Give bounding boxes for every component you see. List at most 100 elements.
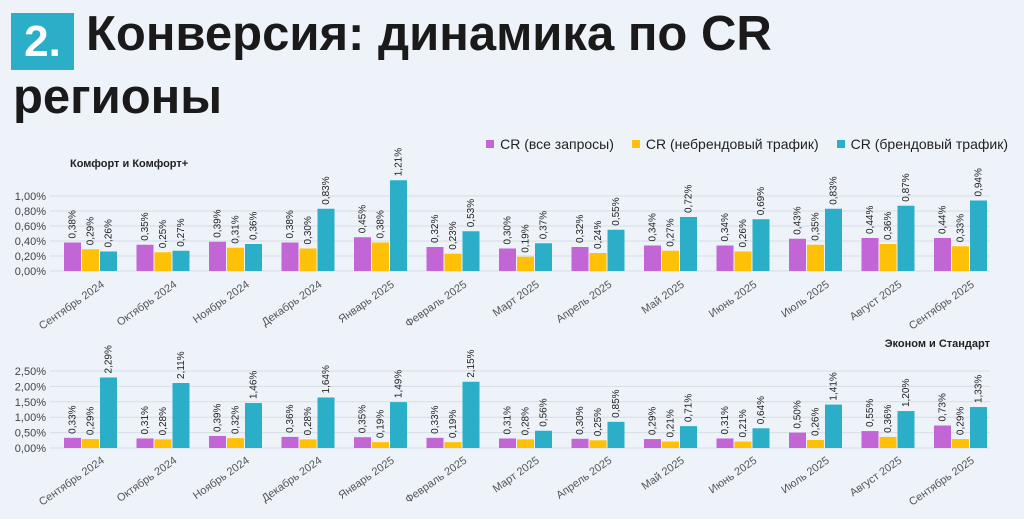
data-label: 0,53% <box>466 199 477 227</box>
data-label: 0,45% <box>358 205 369 233</box>
x-tick-label: Апрель 2025 <box>554 279 614 326</box>
bar <box>897 205 915 271</box>
bar <box>82 439 99 448</box>
y-tick-label: 2,50% <box>15 366 46 378</box>
data-label: 0,55% <box>611 197 622 225</box>
section-number: 2. <box>11 13 74 70</box>
data-label: 0,36% <box>285 404 296 432</box>
bar <box>879 436 897 448</box>
data-label: 0,29% <box>86 217 97 245</box>
bar <box>680 426 697 448</box>
data-label: 0,26% <box>738 219 749 247</box>
data-label: 0,31% <box>231 215 242 243</box>
data-label: 0,44% <box>938 206 949 234</box>
bar <box>607 229 625 271</box>
bar <box>227 247 244 271</box>
data-label: 0,55% <box>865 399 876 427</box>
bar <box>499 438 516 448</box>
y-tick-label: 1,00% <box>15 191 46 203</box>
x-tick-label: Август 2025 <box>848 279 905 324</box>
bar <box>607 421 625 448</box>
data-label: 0,39% <box>213 209 224 237</box>
x-tick-label: Июль 2025 <box>779 455 831 497</box>
data-label: 1,49% <box>394 370 405 398</box>
data-label: 0,43% <box>793 206 804 234</box>
x-tick-label: Июль 2025 <box>779 279 831 321</box>
bar <box>807 244 824 271</box>
chart-title-comfort: Комфорт и Комфорт+ <box>70 158 189 170</box>
data-label: 0,33% <box>68 405 79 433</box>
data-label: 0,38% <box>285 210 296 238</box>
x-tick-label: Февраль 2025 <box>403 455 469 506</box>
bar <box>789 432 806 448</box>
x-tick-label: Май 2025 <box>640 455 687 493</box>
bar <box>462 381 480 448</box>
x-tick-label: Апрель 2025 <box>554 455 614 502</box>
bar <box>535 430 552 448</box>
bar <box>372 442 389 448</box>
page-title-line2: регионы <box>13 70 223 124</box>
data-label: 0,27% <box>176 218 187 246</box>
bar <box>100 377 117 448</box>
data-label: 0,21% <box>738 409 749 437</box>
data-label: 0,32% <box>575 215 586 243</box>
data-label: 0,23% <box>448 221 459 249</box>
bar <box>100 251 117 271</box>
x-tick-label: Октябрь 2024 <box>115 455 179 505</box>
y-tick-label: 0,00% <box>15 443 46 455</box>
bar <box>245 403 262 448</box>
data-label: 2,29% <box>104 345 115 373</box>
x-tick-label: Январь 2025 <box>336 279 396 326</box>
bar <box>390 402 407 448</box>
bar <box>897 411 915 448</box>
bar <box>662 250 679 271</box>
bar <box>952 246 969 271</box>
data-label: 0,25% <box>593 408 604 436</box>
x-tick-label: Ноябрь 2024 <box>191 279 252 327</box>
data-label: 0,56% <box>539 398 550 426</box>
bar <box>462 231 480 271</box>
bar <box>499 248 516 271</box>
data-label: 0,36% <box>249 212 260 240</box>
data-label: 0,30% <box>303 216 314 244</box>
bar <box>444 253 462 271</box>
data-label: 0,31% <box>720 406 731 434</box>
data-label: 0,44% <box>865 206 876 234</box>
bar <box>227 438 244 448</box>
data-label: 0,33% <box>430 405 441 433</box>
x-tick-label: Сентябрь 2024 <box>37 455 107 509</box>
legend-item-brand: CR (брендовый трафик) <box>836 136 1008 152</box>
bar <box>64 437 81 448</box>
data-label: 0,21% <box>666 409 677 437</box>
data-label: 0,33% <box>956 214 967 242</box>
bar <box>807 439 824 448</box>
bar <box>154 252 172 271</box>
bar <box>64 242 81 271</box>
x-tick-label: Декабрь 2024 <box>260 455 325 505</box>
bar <box>299 248 317 271</box>
data-label: 1,20% <box>901 379 912 407</box>
legend-swatch-all <box>486 140 495 148</box>
bar <box>970 407 987 448</box>
data-label: 0,29% <box>648 407 659 435</box>
data-label: 1,46% <box>249 371 260 399</box>
bar <box>517 256 534 271</box>
bar <box>317 208 335 271</box>
data-label: 0,34% <box>720 213 731 241</box>
data-label: 0,38% <box>68 210 79 238</box>
y-tick-label: 2,00% <box>15 381 46 393</box>
legend-label-nonbrand: CR (небрендовый трафик) <box>645 136 819 152</box>
data-label: 1,64% <box>321 365 332 393</box>
data-label: 0,28% <box>521 407 532 435</box>
legend-label-brand: CR (брендовый трафик) <box>850 136 1008 152</box>
x-tick-label: Август 2025 <box>848 455 905 500</box>
y-tick-label: 0,60% <box>15 221 46 233</box>
bar <box>426 437 444 448</box>
chart-title-economy: Эконом и Стандарт <box>884 338 990 350</box>
bar <box>734 441 752 448</box>
bar <box>571 438 589 448</box>
data-label: 0,31% <box>503 406 514 434</box>
bar <box>426 247 444 271</box>
data-label: 2,11% <box>176 351 187 379</box>
page-title: Конверсия: динамика по CR <box>86 7 772 61</box>
